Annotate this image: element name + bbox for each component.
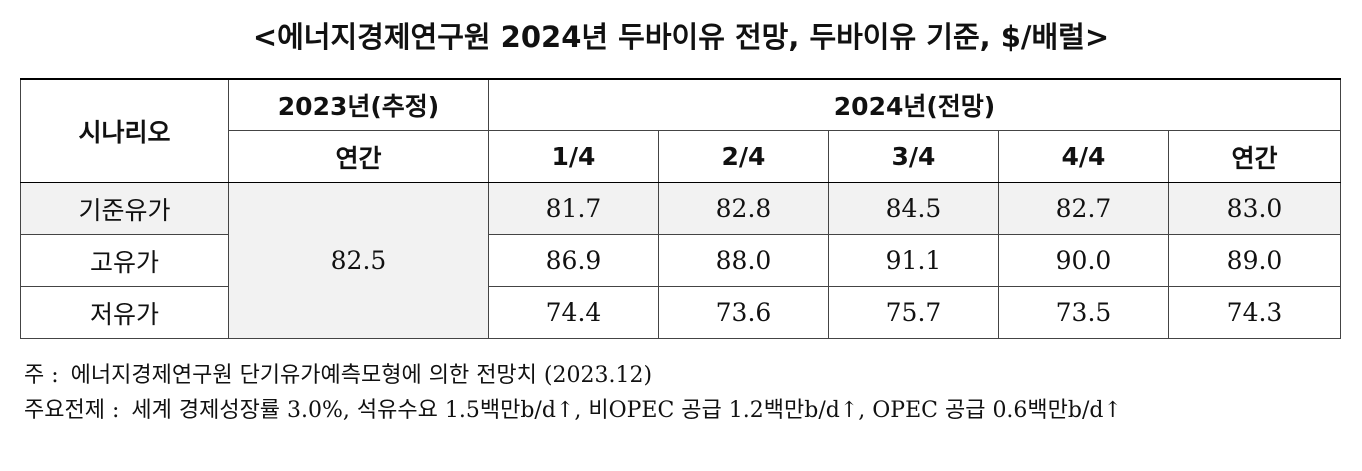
value-cell: 74.4 (488, 286, 659, 339)
value-cell: 73.6 (658, 286, 829, 339)
data-row: 고유가 86.9 88.0 91.1 90.0 89.0 (20, 234, 1342, 287)
header-cell: 연간 (228, 130, 489, 183)
value-cell: 86.9 (488, 234, 659, 287)
value-cell: 73.5 (998, 286, 1169, 339)
header-cell: 3/4 (828, 130, 999, 183)
value-cell: 81.7 (488, 182, 659, 235)
value-cell: 75.7 (828, 286, 999, 339)
note: 주 : 에너지경제연구원 단기유가예측모형에 의한 전망치 (2023.12) (24, 358, 1334, 393)
note-label: 주 : (24, 363, 59, 388)
value-cell: 82.8 (658, 182, 829, 235)
scenario-cell: 고유가 (20, 234, 229, 287)
value-cell: 83.0 (1167, 182, 1342, 235)
table: 시나리오 2023년(추정) 2024년(전망) 연간 1/4 2/4 3/4 4/4 연간 기준… (20, 78, 1342, 339)
header-cell: 4/4 (998, 130, 1169, 183)
note: 주요전제 : 세계 경제성장률 3.0%, 석유수요 1.5백만b/d↑, 비OP… (24, 393, 1334, 428)
header-cell: 2023년(추정) (228, 78, 489, 131)
value-cell: 90.0 (998, 234, 1169, 287)
note-text: 에너지경제연구원 단기유가예측모형에 의한 전망치 (2023.12) (70, 363, 653, 388)
header-row: 시나리오 2023년(추정) 2024년(전망) (20, 78, 1342, 183)
scenario-cell: 기준유가 (20, 182, 229, 235)
data-row: 기준유가 82.5 81.7 82.8 84.5 82.7 83.0 (20, 182, 1342, 339)
value-cell: 89.0 (1167, 234, 1342, 287)
header-cell: 연간 (1167, 130, 1342, 183)
note-label: 주요전제 : (24, 398, 120, 423)
header-cell: 1/4 (488, 130, 659, 183)
header-cell: 시나리오 (20, 78, 229, 183)
value-cell: 82.7 (998, 182, 1169, 235)
value-cell: 74.3 (1167, 286, 1342, 339)
note-text: 세계 경제성장률 3.0%, 석유수요 1.5백만b/d↑, 비OPEC 공급 … (131, 398, 1122, 423)
data-row: 저유가 74.4 73.6 75.7 73.5 74.3 (20, 286, 1342, 339)
value-cell: 82.5 (228, 182, 489, 339)
value-cell: 84.5 (828, 182, 999, 235)
header-cell: 2/4 (658, 130, 829, 183)
scenario-cell: 저유가 (20, 286, 229, 339)
value-cell: 91.1 (828, 234, 999, 287)
value-cell: 88.0 (658, 234, 829, 287)
notes: 주 : 에너지경제연구원 단기유가예측모형에 의한 전망치 (2023.12) 주요… (24, 358, 1334, 428)
header-cell: 2024년(전망) (487, 78, 1342, 131)
title: <에너지경제연구원 2024년 두바이유 전망, 두바이유 기준, $/배럴> (252, 20, 1110, 54)
